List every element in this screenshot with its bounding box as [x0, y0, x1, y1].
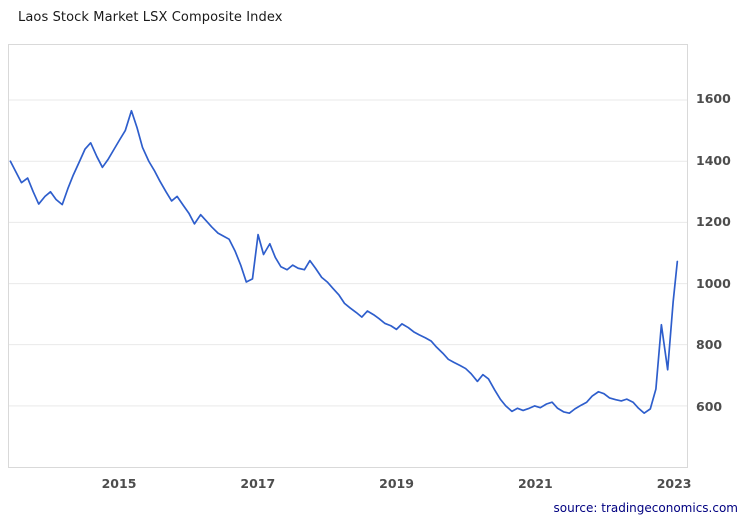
y-axis-tick-label: 1400 [696, 152, 731, 168]
y-axis-tick-label: 1200 [696, 214, 731, 230]
x-axis-tick-label: 2017 [240, 476, 276, 491]
source-credit: source: tradingeconomics.com [553, 501, 738, 515]
y-axis-tick-label: 800 [696, 337, 723, 353]
x-axis-tick-label: 2023 [656, 476, 692, 491]
y-axis-tick-label: 1600 [696, 91, 731, 107]
line-chart-svg [9, 99, 687, 415]
y-axis-tick-label: 1000 [696, 275, 731, 291]
x-axis-tick-label: 2015 [101, 476, 137, 491]
x-axis-tick-label: 2019 [379, 476, 414, 491]
plot-area[interactable] [8, 44, 688, 468]
chart-title: Laos Stock Market LSX Composite Index [18, 10, 283, 25]
index-series-line [9, 109, 679, 415]
x-axis-tick-label: 2021 [517, 476, 553, 491]
y-axis-tick-label: 600 [696, 398, 723, 414]
